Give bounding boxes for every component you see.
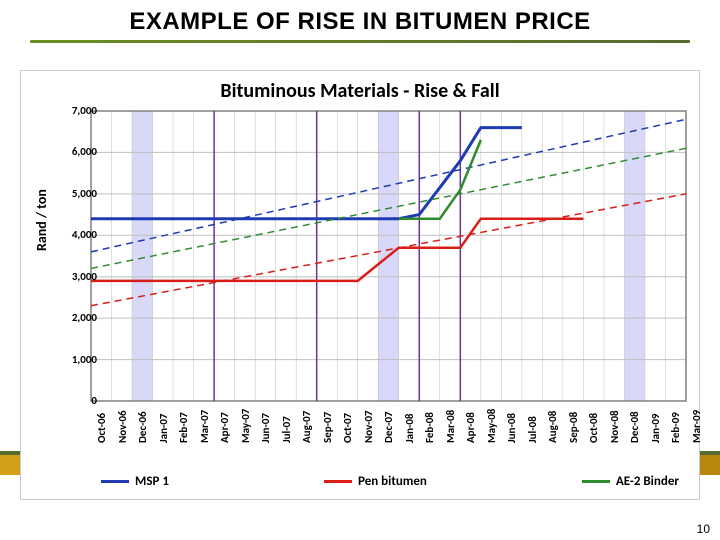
y-tick-label: 5,000	[57, 187, 97, 200]
x-tick-label: Oct-07	[341, 413, 354, 443]
x-tick-label: Dec-07	[382, 411, 395, 443]
y-tick-label: 7,000	[57, 104, 97, 117]
x-tick-label: Jul-07	[280, 416, 293, 443]
legend-swatch	[324, 480, 352, 483]
x-tick-label: Feb-08	[423, 412, 436, 443]
slide: EXAMPLE OF RISE IN BITUMEN PRICE Bitumin…	[0, 0, 720, 540]
x-tick-label: May-07	[239, 409, 252, 443]
header-rule	[30, 40, 690, 43]
x-tick-label: Aug-08	[546, 411, 559, 443]
x-tick-label: Mar-08	[444, 410, 457, 443]
slide-header: EXAMPLE OF RISE IN BITUMEN PRICE	[0, 0, 720, 47]
legend-label: AE-2 Binder	[616, 474, 679, 489]
legend-item: AE-2 Binder	[582, 474, 679, 489]
x-tick-label: Jan-09	[649, 414, 662, 444]
y-tick-label: 2,000	[57, 311, 97, 324]
chart-container: Bituminous Materials - Rise & Fall Rand …	[20, 70, 700, 500]
y-tick-label: 3,000	[57, 270, 97, 283]
x-tick-label: Jan-08	[403, 414, 416, 444]
legend-label: MSP 1	[135, 474, 169, 489]
x-tick-label: Dec-06	[136, 411, 149, 443]
x-tick-label: Dec-08	[628, 411, 641, 443]
x-tick-label: May-08	[485, 409, 498, 443]
x-tick-label: Nov-07	[362, 410, 375, 443]
x-tick-label: Apr-08	[464, 412, 477, 443]
y-tick-label: 6,000	[57, 145, 97, 158]
x-tick-label: Jan-07	[157, 414, 170, 444]
slide-title: EXAMPLE OF RISE IN BITUMEN PRICE	[0, 8, 720, 36]
x-tick-label: Mar-09	[690, 410, 703, 443]
page-number: 10	[697, 522, 710, 536]
x-tick-label: Nov-08	[608, 410, 621, 443]
x-tick-label: Mar-07	[198, 410, 211, 443]
x-tick-label: Oct-06	[95, 413, 108, 443]
x-tick-label: Aug-07	[300, 411, 313, 443]
x-tick-label: Jul-08	[526, 416, 539, 443]
legend-swatch	[582, 480, 610, 483]
x-tick-label: Sep-07	[321, 412, 334, 443]
chart-svg	[91, 111, 686, 401]
legend-label: Pen bitumen	[358, 474, 427, 489]
x-tick-label: Nov-06	[116, 410, 129, 443]
legend-swatch	[101, 480, 129, 483]
x-tick-label: Apr-07	[218, 412, 231, 443]
x-tick-label: Feb-07	[177, 412, 190, 443]
y-axis-label: Rand / ton	[33, 189, 50, 251]
legend-item: Pen bitumen	[324, 474, 427, 489]
y-tick-label: 1,000	[57, 353, 97, 366]
y-tick-label: 0	[57, 394, 97, 407]
legend-item: MSP 1	[101, 474, 169, 489]
x-tick-label: Oct-08	[587, 413, 600, 443]
x-tick-label: Feb-09	[669, 412, 682, 443]
chart-title: Bituminous Materials - Rise & Fall	[21, 71, 699, 107]
legend: MSP 1 Pen bitumen AE-2 Binder	[101, 474, 679, 489]
plot-area	[91, 111, 686, 401]
x-tick-label: Jun-07	[259, 413, 272, 443]
y-tick-label: 4,000	[57, 228, 97, 241]
x-tick-label: Sep-08	[567, 412, 580, 443]
x-tick-label: Jun-08	[505, 413, 518, 443]
